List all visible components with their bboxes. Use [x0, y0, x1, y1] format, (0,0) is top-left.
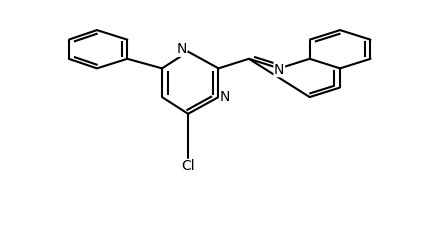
Text: N: N — [274, 63, 284, 76]
Text: N: N — [220, 90, 230, 104]
Text: N: N — [177, 42, 187, 56]
Text: Cl: Cl — [181, 159, 195, 174]
